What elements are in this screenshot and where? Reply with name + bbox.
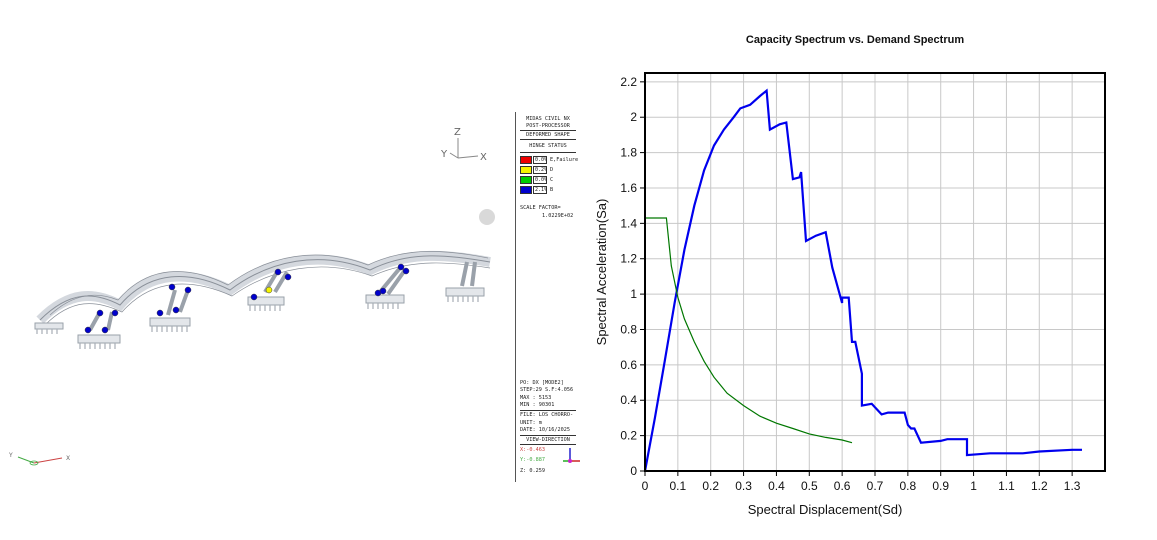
hinge-name: E,Failure bbox=[550, 156, 578, 164]
x-tick-label: 0.3 bbox=[735, 479, 752, 493]
view-x-value: X:-0.463 bbox=[520, 447, 545, 453]
swatch-c-icon bbox=[520, 176, 532, 184]
x-tick-label: 1.3 bbox=[1064, 479, 1081, 493]
chart-ticks: 0 0.1 0.2 0.3 0.4 0.5 0.6 0.7 0.8 0.9 1 1.1 1.2 1.3 0 0… bbox=[620, 75, 1080, 493]
axis-z-label: Z bbox=[454, 127, 461, 138]
legend-title-line: POST-PROCESSOR bbox=[520, 123, 576, 129]
hinge-name: C bbox=[550, 176, 553, 184]
x-tick-label: 1.2 bbox=[1031, 479, 1048, 493]
info-line: PO: DX [MODE2] bbox=[520, 380, 564, 386]
axis-y-label: Y bbox=[440, 149, 448, 160]
x-tick-label: 0.6 bbox=[834, 479, 851, 493]
view-direction-label: VIEW-DIRECTION bbox=[520, 437, 576, 443]
info-line: MAX : 5153 bbox=[520, 395, 551, 401]
capacity-demand-chart[interactable]: 0 0.1 0.2 0.3 0.4 0.5 0.6 0.7 0.8 0.9 1 1.1 1.2 1.3 0 0… bbox=[590, 55, 1130, 525]
y-tick-label: 0.4 bbox=[620, 393, 637, 407]
swatch-b-icon bbox=[520, 186, 532, 194]
y-tick-label: 2 bbox=[630, 110, 637, 124]
view-cube-icon[interactable] bbox=[479, 209, 495, 225]
chart-grid bbox=[645, 73, 1105, 471]
x-tick-label: 0.2 bbox=[702, 479, 719, 493]
legend-title-line: DEFORMED SHAPE bbox=[520, 132, 576, 138]
hinge-pct: 2.1% bbox=[533, 186, 547, 194]
view-direction-triad-icon bbox=[560, 445, 582, 467]
hinge-name: B bbox=[550, 186, 553, 194]
legend-title-line: HINGE STATUS bbox=[520, 143, 576, 149]
y-tick-label: 1.6 bbox=[620, 181, 637, 195]
hinge-pct: 0.0% bbox=[533, 156, 547, 164]
x-tick-label: 0.8 bbox=[900, 479, 917, 493]
view-z-value: Z: 0.259 bbox=[520, 468, 545, 474]
view-y-value: Y:-0.887 bbox=[520, 457, 545, 463]
chart-title: Capacity Spectrum vs. Demand Spectrum bbox=[590, 34, 1120, 46]
global-axis-icon: Y X bbox=[8, 452, 70, 465]
y-tick-label: 1 bbox=[630, 287, 637, 301]
scale-factor-value: 1.0229E+02 bbox=[542, 213, 573, 219]
info-line: STEP:29 S.F:4.056 bbox=[520, 387, 573, 393]
info-line: MIN : 90301 bbox=[520, 402, 554, 408]
x-tick-label: 0.7 bbox=[867, 479, 884, 493]
y-axis-title: Spectral Acceleration(Sa) bbox=[594, 199, 609, 346]
y-tick-label: 1.2 bbox=[620, 252, 637, 266]
y-tick-label: 0.8 bbox=[620, 322, 637, 336]
y-tick-label: 2.2 bbox=[620, 75, 637, 89]
x-tick-label: 0.1 bbox=[670, 479, 687, 493]
x-tick-label: 0.9 bbox=[932, 479, 949, 493]
hinge-name: D bbox=[550, 166, 553, 174]
x-tick-label: 1 bbox=[970, 479, 977, 493]
swatch-d-icon bbox=[520, 166, 532, 174]
y-tick-label: 0.2 bbox=[620, 429, 637, 443]
demand-curve bbox=[645, 218, 852, 443]
axis-y-label-small: Y bbox=[8, 452, 13, 459]
y-tick-label: 1.4 bbox=[620, 216, 637, 230]
bridge-model-drawing: Z Y X Y X bbox=[0, 0, 515, 535]
hinge-pct: 0.0% bbox=[533, 176, 547, 184]
axis-x-label-small: X bbox=[66, 455, 70, 462]
x-tick-label: 0.4 bbox=[768, 479, 785, 493]
axis-x-label: X bbox=[480, 152, 487, 163]
info-line: DATE: 10/16/2025 bbox=[520, 427, 570, 433]
legend-title-line: MIDAS CIVIL NX bbox=[520, 116, 576, 122]
y-tick-label: 0 bbox=[630, 464, 637, 478]
y-tick-label: 0.6 bbox=[620, 358, 637, 372]
swatch-failure-icon bbox=[520, 156, 532, 164]
y-tick-label: 1.8 bbox=[620, 146, 637, 160]
x-tick-label: 0.5 bbox=[801, 479, 818, 493]
info-line: FILE: LOS CHORRO- bbox=[520, 412, 573, 418]
x-axis-title: Spectral Displacement(Sd) bbox=[748, 502, 903, 517]
hinge-pct: 0.2% bbox=[533, 166, 547, 174]
model-viewport[interactable]: Z Y X Y X bbox=[0, 0, 515, 535]
result-legend-panel: MIDAS CIVIL NX POST-PROCESSOR DEFORMED S… bbox=[515, 112, 586, 482]
info-line: UNIT: m bbox=[520, 420, 542, 426]
x-tick-label: 0 bbox=[642, 479, 649, 493]
scale-factor-label: SCALE FACTOR= bbox=[520, 205, 561, 211]
axis-triad-icon: Z Y X bbox=[440, 127, 487, 163]
x-tick-label: 1.1 bbox=[998, 479, 1015, 493]
